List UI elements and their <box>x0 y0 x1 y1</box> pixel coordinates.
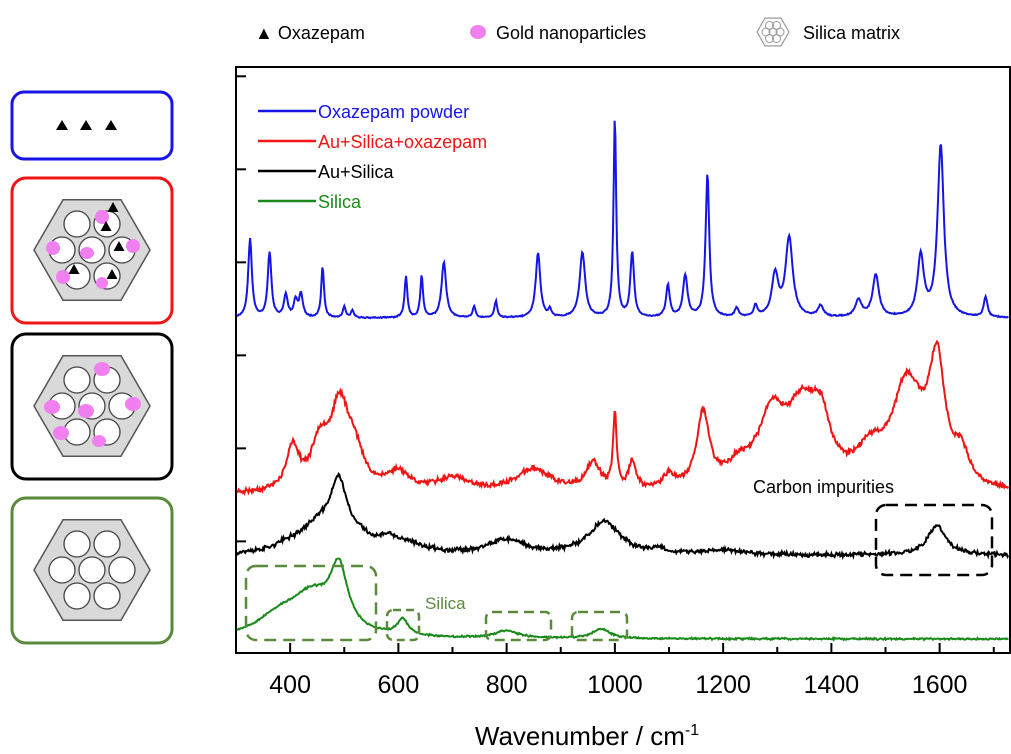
x-tick-label: 400 <box>269 671 311 699</box>
oxazepam-triangles-icon <box>56 120 117 130</box>
spectrum-line-3 <box>236 557 1009 643</box>
gold-nanoparticle-icon <box>96 277 108 289</box>
gold-nanoparticle-icon <box>56 270 70 284</box>
silica-box-4 <box>570 610 629 642</box>
oxazepam-triangle-icon <box>113 241 125 251</box>
legend-label-3: Silica <box>318 192 362 212</box>
carbon-impurities-label: Carbon impurities <box>753 477 894 497</box>
gold-nanoparticle-icon <box>80 247 94 259</box>
x-tick-label: 1000 <box>587 671 643 699</box>
spectra <box>236 120 1010 643</box>
panel-oxazepam-powder <box>10 90 174 161</box>
gold-nanoparticle-icon <box>78 404 94 418</box>
oxazepam-triangle-icon <box>107 202 119 212</box>
top-legend: ▲ Oxazepam Gold nanoparticles Silica mat… <box>255 17 900 47</box>
gold-nanoparticle-icon <box>94 362 110 376</box>
x-axis: 400 600 800 1000 1200 1400 1600 <box>235 643 995 699</box>
plot-border <box>235 66 1011 654</box>
silica-box-2 <box>385 608 421 642</box>
carbon-impurities-box <box>874 503 994 577</box>
legend-label-2: Au+Silica <box>318 162 395 182</box>
oxazepam-triangle-icon <box>106 269 118 279</box>
plot-frame <box>235 66 1011 654</box>
gold-nanoparticle-icon <box>95 210 109 224</box>
gold-nanoparticle-icon <box>44 400 60 414</box>
spectrum-line-1 <box>236 339 1010 496</box>
legend-oxazepam-label: ▲ Oxazepam <box>255 23 365 43</box>
x-axis-label: Wavenumber / cm-1 <box>475 721 699 751</box>
legend-silica-label: Silica matrix <box>803 23 900 43</box>
silica-matrix-icon <box>756 17 790 47</box>
gold-nanoparticle-icon <box>92 435 106 447</box>
gold-nanoparticle-icon <box>470 25 486 39</box>
x-tick-label: 600 <box>378 671 420 699</box>
x-tick-label: 1600 <box>912 671 968 699</box>
legend-label-0: Oxazepam powder <box>318 102 469 122</box>
silica-matrix-gold-icon <box>33 355 151 457</box>
oxazepam-triangle-icon <box>100 221 112 231</box>
schematic-panels <box>10 90 174 645</box>
y-axis-ticks <box>236 75 246 543</box>
silica-annotation-label: Silica <box>425 594 466 613</box>
legend-gold-label: Gold nanoparticles <box>496 23 646 43</box>
spectrum-line-2 <box>236 472 1010 561</box>
x-tick-label: 800 <box>486 671 528 699</box>
gold-nanoparticle-icon <box>46 241 60 255</box>
silica-box-1 <box>244 564 378 642</box>
silica-matrix-gold-oxazepam-icon <box>33 199 151 301</box>
oxazepam-triangle-icon <box>68 264 80 274</box>
silica-matrix-icon <box>33 519 151 621</box>
x-tick-label: 1400 <box>804 671 860 699</box>
legend-label-1: Au+Silica+oxazepam <box>318 132 487 152</box>
annotations: Carbon impurities Silica <box>244 477 994 642</box>
silica-box-3 <box>484 610 553 642</box>
spectrum-line-0 <box>236 120 1009 320</box>
gold-nanoparticle-icon <box>53 426 69 440</box>
x-tick-label: 1200 <box>695 671 751 699</box>
gold-nanoparticle-icon <box>125 397 141 411</box>
series-legend: Oxazepam powder Au+Silica+oxazepam Au+Sili… <box>258 102 487 212</box>
gold-nanoparticle-icon <box>126 239 140 253</box>
